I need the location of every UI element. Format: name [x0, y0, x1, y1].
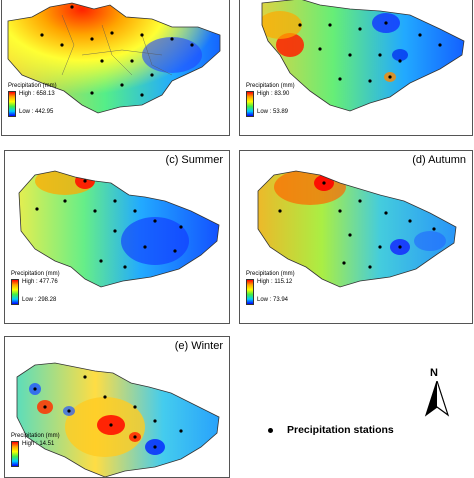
stations-legend: Precipitation stations [268, 424, 394, 436]
legend-title: Precipitation (mm) [11, 271, 60, 277]
color-ramp [11, 441, 19, 467]
color-ramp [246, 91, 254, 117]
map-panel-c: (c) Summer Precipitation (mm) High : 477… [4, 150, 230, 324]
legend-a: Precipitation (mm) High : 658.13 Low : 44… [8, 83, 57, 117]
legend-c: Precipitation (mm) High : 477.76 Low : 29… [11, 271, 60, 305]
legend-low: Low : 73.94 [257, 297, 289, 303]
color-ramp [11, 279, 19, 305]
legend-title: Precipitation (mm) [246, 83, 295, 89]
map-panel-b: Precipitation (mm) High : 83.90 Low : 53.… [239, 0, 473, 136]
precipitation-map-c [18, 170, 220, 288]
map-panel-e: (e) Winter Precipitation (mm) High : 14.… [4, 336, 230, 478]
precipitation-map-d [257, 170, 457, 288]
legend-e: Precipitation (mm) High : 14.51 [11, 433, 60, 467]
color-ramp [8, 91, 16, 117]
station-dots-b [298, 21, 442, 83]
legend-high: High : 14.51 [22, 441, 55, 447]
precipitation-map-b [261, 0, 465, 112]
station-dots-d [278, 181, 436, 269]
station-dots-c [35, 179, 183, 269]
legend-title: Precipitation (mm) [11, 433, 60, 439]
color-ramp [246, 279, 254, 305]
station-dot-icon [268, 427, 273, 433]
precipitation-map-e [16, 362, 220, 477]
legend-low: Low : 53.89 [257, 109, 289, 115]
station-dots-e [33, 375, 183, 449]
legend-title: Precipitation (mm) [246, 271, 295, 277]
legend-high: High : 115.12 [257, 279, 293, 285]
map-panel-a: Precipitation (mm) High : 658.13 Low : 44… [1, 0, 230, 136]
legend-b: Precipitation (mm) High : 83.90 Low : 53.… [246, 83, 295, 117]
panel-title-e: (e) Winter [174, 340, 223, 352]
precipitation-map-a [7, 2, 221, 114]
panel-title-d: (d) Autumn [412, 154, 466, 166]
legend-high: High : 83.90 [257, 91, 290, 97]
north-label: N [430, 367, 438, 379]
station-dots-a [40, 5, 194, 97]
map-panel-d: (d) Autumn Precipitation (mm) High : 115… [239, 150, 473, 324]
stations-label: Precipitation stations [287, 424, 394, 436]
north-arrow-icon: N [422, 367, 452, 417]
legend-high: High : 658.13 [19, 91, 55, 97]
legend-d: Precipitation (mm) High : 115.12 Low : 73… [246, 271, 295, 305]
panel-title-c: (c) Summer [165, 154, 223, 166]
legend-title: Precipitation (mm) [8, 83, 57, 89]
legend-low: Low : 442.95 [19, 109, 54, 115]
legend-high: High : 477.76 [22, 279, 58, 285]
legend-low: Low : 298.28 [22, 297, 57, 303]
